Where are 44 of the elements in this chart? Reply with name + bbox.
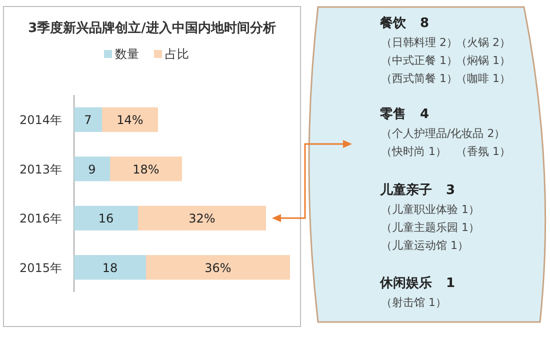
- bar: [102, 107, 158, 132]
- y-tick-label: 2014年: [19, 113, 62, 128]
- bar: [110, 156, 182, 182]
- text: （射击馆 1）: [381, 296, 446, 309]
- data-label: 1: [446, 276, 456, 291]
- legend-label: 数量: [115, 47, 139, 61]
- text: （西式简餐 1）: [381, 72, 458, 85]
- data-label: 36%: [204, 260, 232, 275]
- text: （日韩料理 2）: [381, 36, 458, 49]
- chart-title: 3季度新兴品牌创立/进入中国内地时间分析: [28, 20, 276, 36]
- data-label: 3: [446, 183, 456, 198]
- text: （快时尚 1）: [381, 145, 446, 158]
- data-label: 14%: [116, 113, 144, 128]
- text: （火锅 2）: [456, 36, 510, 49]
- legend-label: 占比: [165, 47, 189, 61]
- data-label: 32%: [188, 212, 216, 226]
- category-label: 休闲娱乐: [379, 275, 432, 291]
- data-label: 4: [420, 107, 430, 122]
- data-label: 8: [420, 16, 430, 31]
- text: （咖啡 1）: [456, 72, 510, 85]
- bar: [74, 156, 110, 182]
- y-tick-label: 2015年: [19, 260, 62, 275]
- text: （香氛 1）: [456, 145, 510, 158]
- data-label: 7: [84, 113, 92, 128]
- text: （焖锅 1）: [456, 54, 510, 67]
- data-label: 18: [102, 260, 118, 275]
- text: （中式正餐 1）: [381, 54, 458, 67]
- data-label: 9: [88, 162, 96, 176]
- bar: [74, 255, 146, 280]
- bar: [74, 107, 102, 132]
- category-label: 儿童亲子: [379, 182, 432, 198]
- text: （儿童主题乐园 1）: [381, 221, 480, 234]
- text: （儿童运动馆 1）: [381, 239, 468, 252]
- data-label: 16: [98, 212, 114, 226]
- category-label: 零售: [379, 107, 406, 122]
- text: （儿童职业体验 1）: [381, 203, 480, 216]
- bar: [138, 206, 266, 230]
- y-tick-label: 2016年: [19, 212, 62, 226]
- category-label: 餐饮: [379, 16, 407, 31]
- bar: [74, 206, 138, 230]
- data-label: 18%: [132, 162, 160, 176]
- y-tick-label: 2013年: [19, 162, 62, 176]
- bar: [146, 255, 290, 280]
- text: （个人护理品/化妆品 2）: [381, 127, 506, 140]
